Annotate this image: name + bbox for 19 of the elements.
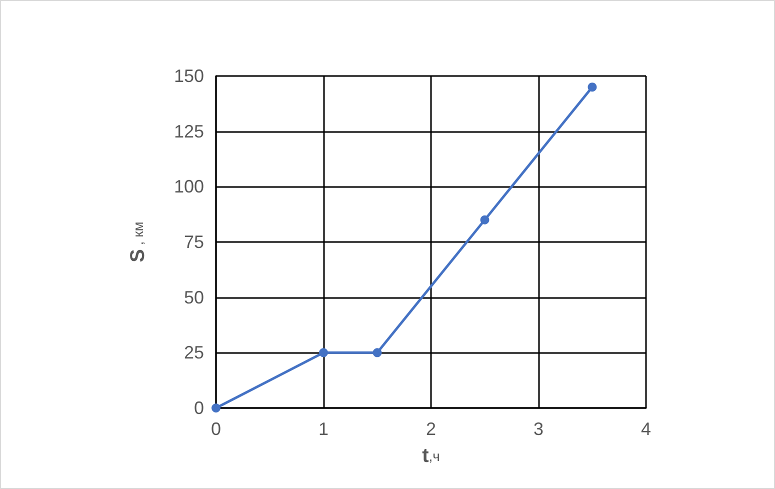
x-tick-label: 3 [533,419,544,439]
y-tick-label: 150 [174,66,204,86]
y-tick-label: 125 [174,121,204,142]
x-tick-label: 2 [426,419,436,439]
x-tick-label: 1 [318,419,329,439]
point [372,348,382,358]
point [212,404,220,412]
x-tick-label: 4 [640,419,652,439]
y-tick-label: 75 [184,232,204,252]
x-tick-label: 0 [210,419,222,439]
y-axis-title: S , км [127,222,149,262]
y-tick-label: 50 [184,287,204,308]
y-tick-label: 100 [174,176,204,197]
point [319,348,328,358]
x-axis-title: t,ч [422,445,440,467]
y-tick-label: 25 [184,342,204,363]
y-tick-label: 0 [194,398,204,418]
point [480,215,490,224]
point [588,82,597,92]
